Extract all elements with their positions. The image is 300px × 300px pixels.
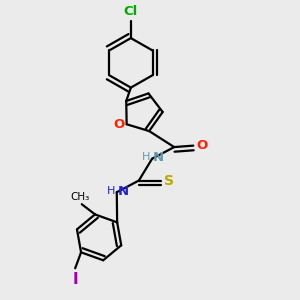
Text: I: I bbox=[72, 272, 78, 287]
Text: O: O bbox=[113, 118, 124, 131]
Text: CH₃: CH₃ bbox=[71, 192, 90, 202]
Text: N: N bbox=[153, 151, 164, 164]
Text: O: O bbox=[197, 139, 208, 152]
Text: Cl: Cl bbox=[124, 5, 138, 18]
Text: H: H bbox=[107, 186, 115, 196]
Text: H: H bbox=[142, 152, 151, 162]
Text: S: S bbox=[164, 174, 175, 188]
Text: N: N bbox=[117, 185, 128, 198]
